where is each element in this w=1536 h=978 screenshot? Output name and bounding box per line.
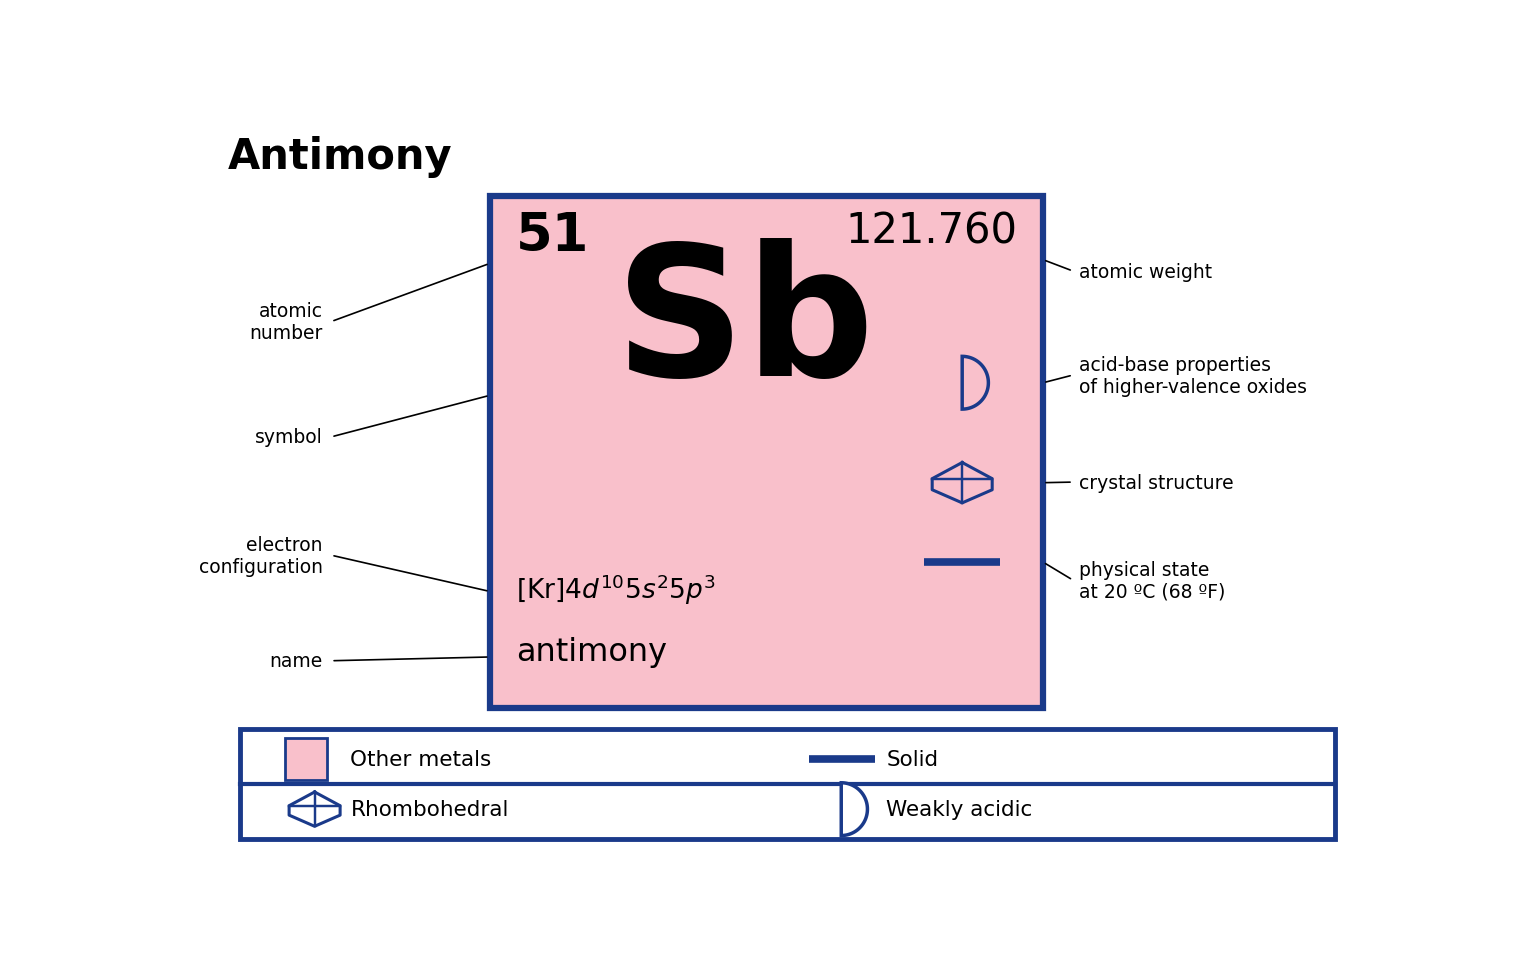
Text: Other metals: Other metals (350, 749, 492, 769)
FancyBboxPatch shape (284, 738, 327, 779)
Text: name: name (270, 651, 323, 671)
Polygon shape (962, 357, 988, 410)
Text: antimony: antimony (516, 636, 667, 667)
Text: acid-base properties
of higher-valence oxides: acid-base properties of higher-valence o… (1078, 355, 1307, 396)
FancyBboxPatch shape (240, 730, 1335, 839)
Text: Solid: Solid (886, 749, 938, 769)
Polygon shape (842, 783, 868, 835)
Text: Rhombohedral: Rhombohedral (350, 799, 508, 820)
Text: crystal structure: crystal structure (1078, 473, 1233, 492)
Text: 121.760: 121.760 (845, 210, 1017, 252)
Text: physical state
at 20 ºC (68 ºF): physical state at 20 ºC (68 ºF) (1078, 560, 1226, 600)
Text: $\mathrm{[Kr]4}d^{\mathrm{10}}\mathrm{5}s^{\mathrm{2}}\mathrm{5}p^{\mathrm{3}}$: $\mathrm{[Kr]4}d^{\mathrm{10}}\mathrm{5}… (516, 572, 716, 606)
Text: electron
configuration: electron configuration (200, 535, 323, 576)
Text: Sb: Sb (614, 238, 874, 414)
Text: atomic
number: atomic number (249, 302, 323, 342)
FancyBboxPatch shape (490, 197, 1043, 708)
Text: Weakly acidic: Weakly acidic (886, 799, 1032, 820)
Text: atomic weight: atomic weight (1078, 262, 1212, 282)
Text: Antimony: Antimony (227, 136, 452, 178)
Text: 51: 51 (516, 210, 590, 262)
Text: symbol: symbol (255, 428, 323, 447)
